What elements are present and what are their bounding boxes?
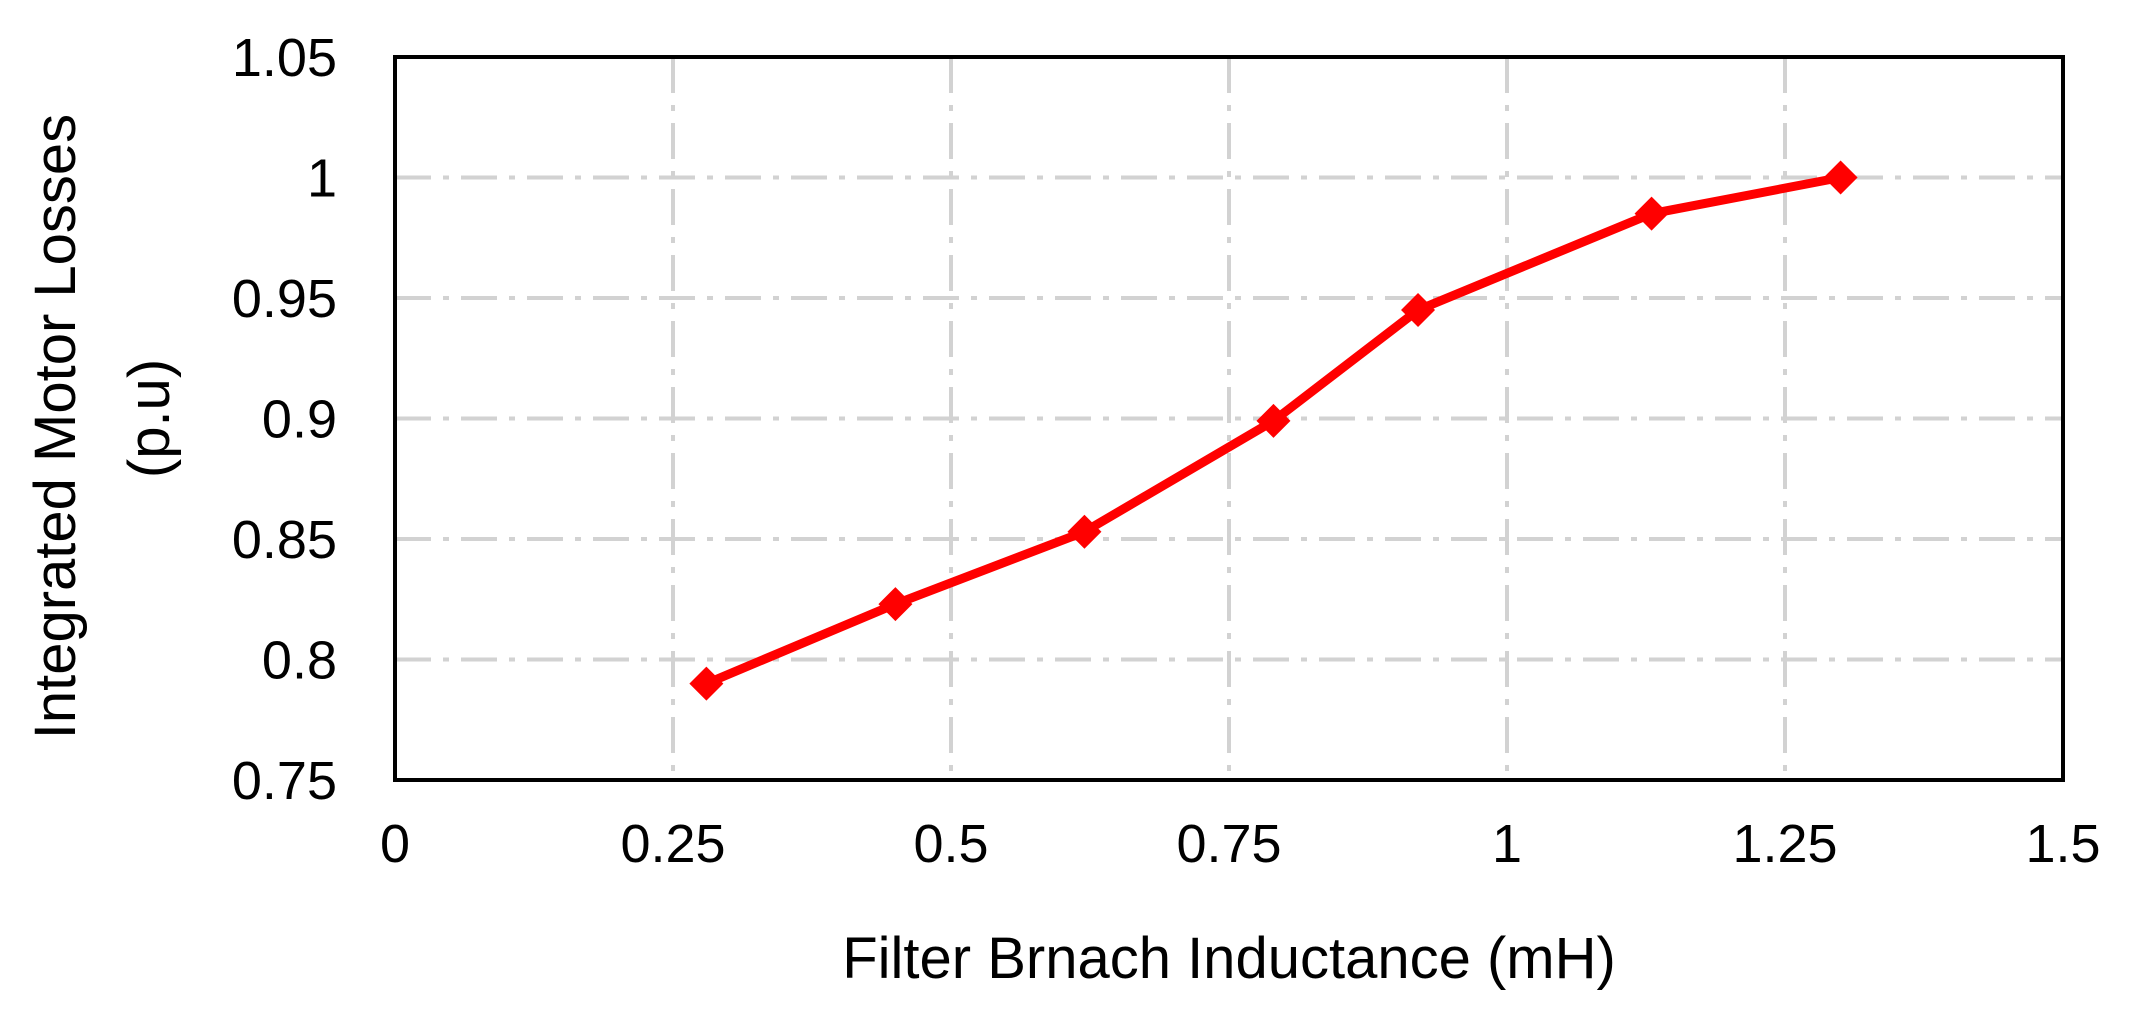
y-tick-label: 0.75 xyxy=(232,751,337,811)
plot-area-frame xyxy=(393,55,2065,782)
x-tick-label: 0.25 xyxy=(620,814,725,874)
y-tick-label: 1 xyxy=(307,149,337,209)
data-point-marker xyxy=(1634,196,1669,231)
x-axis-title: Filter Brnach Inductance (mH) xyxy=(842,926,1616,991)
y-axis-title-line-1: Integrated Motor Losses xyxy=(23,114,88,739)
x-tick-label: 1.5 xyxy=(2025,814,2100,874)
data-point-marker xyxy=(1401,293,1436,328)
y-tick-label: 0.8 xyxy=(262,631,337,691)
y-tick-label: 0.85 xyxy=(232,510,337,570)
data-point-marker xyxy=(1067,514,1102,549)
tick-labels: 0 0.25 0.5 0.75 1 1.25 1.5 0.75 0.8 0.85 0.9 0.95 1 1… xyxy=(232,28,2101,874)
y-tick-label: 0.9 xyxy=(262,390,337,450)
y-axis-title-line-2: (p.u) xyxy=(117,359,182,478)
data-point-marker xyxy=(878,587,913,622)
x-tick-label: 0.5 xyxy=(913,814,988,874)
data-point-marker xyxy=(689,666,724,701)
data-point-marker xyxy=(1256,403,1291,438)
x-tick-label: 0 xyxy=(380,814,410,874)
y-axis-title: Integrated Motor Losses (p.u) xyxy=(23,98,182,740)
gridlines xyxy=(395,57,2063,780)
x-tick-label: 0.75 xyxy=(1176,814,1281,874)
series-layer xyxy=(689,160,1858,701)
y-tick-label: 1.05 xyxy=(232,28,337,88)
x-tick-label: 1 xyxy=(1492,814,1522,874)
data-point-marker xyxy=(1823,160,1858,195)
y-tick-label: 0.95 xyxy=(232,269,337,329)
x-tick-label: 1.25 xyxy=(1732,814,1837,874)
